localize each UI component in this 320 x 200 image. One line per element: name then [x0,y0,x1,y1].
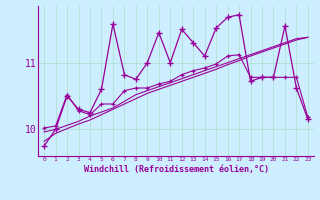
X-axis label: Windchill (Refroidissement éolien,°C): Windchill (Refroidissement éolien,°C) [84,165,268,174]
